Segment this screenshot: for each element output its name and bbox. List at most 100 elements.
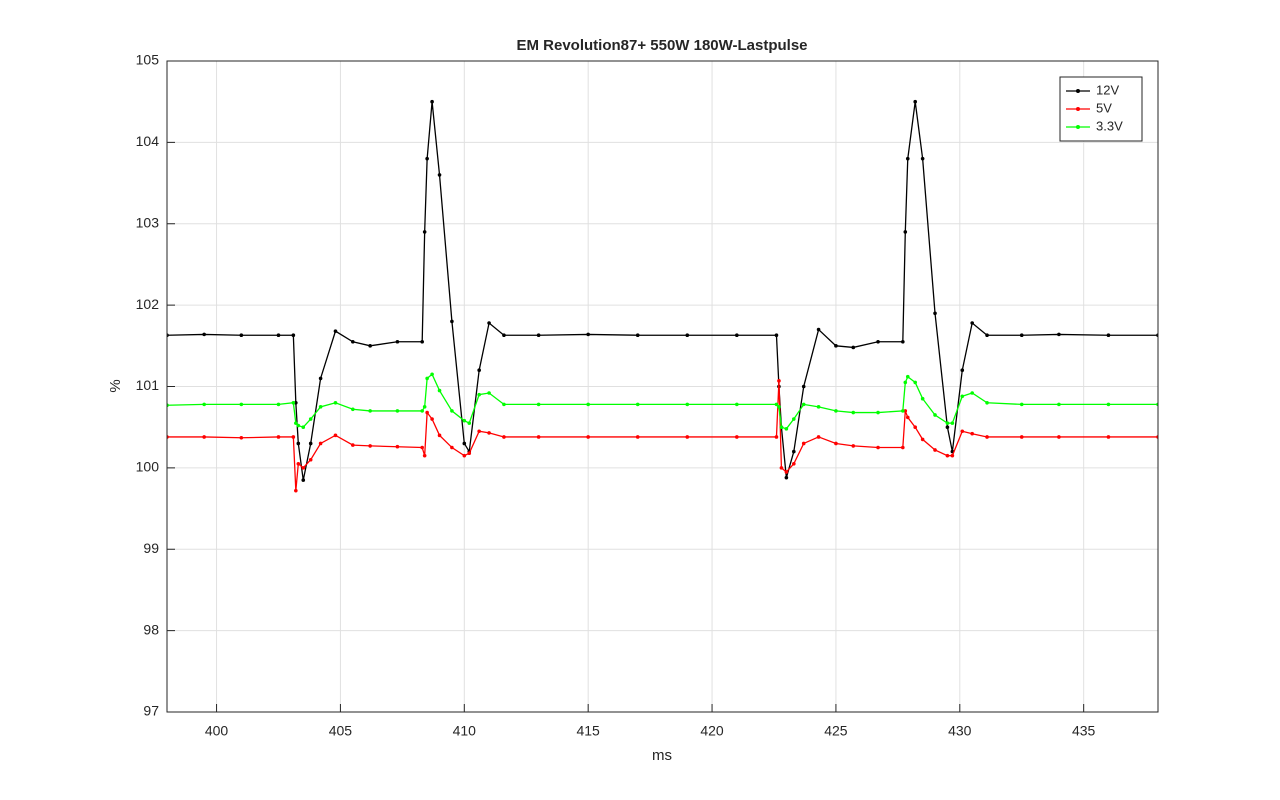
data-point (1106, 402, 1111, 407)
y-tick-label: 99 (143, 540, 159, 556)
data-point (985, 400, 989, 405)
y-tick-label: 97 (143, 703, 159, 719)
data-point (467, 421, 472, 425)
y-tick-label: 105 (136, 52, 160, 68)
data-point (905, 415, 910, 420)
x-tick-label: 425 (824, 723, 848, 739)
data-point (901, 409, 905, 413)
data-point (420, 409, 424, 413)
data-point (239, 402, 244, 407)
data-point (294, 421, 298, 425)
data-point (202, 332, 206, 337)
data-point (318, 405, 323, 409)
data-point (202, 435, 206, 439)
data-point (970, 431, 974, 436)
data-point (784, 427, 789, 431)
data-point (462, 418, 467, 423)
data-point (792, 417, 796, 421)
data-point (985, 333, 989, 338)
data-point (333, 433, 338, 438)
data-point (970, 391, 974, 395)
data-point (368, 409, 372, 413)
data-point (903, 409, 908, 413)
data-point (685, 435, 690, 439)
data-point (450, 319, 454, 324)
data-point (950, 453, 955, 458)
data-point (502, 402, 506, 407)
data-point (462, 441, 467, 446)
x-tick-label: 405 (329, 723, 353, 739)
data-point (933, 448, 937, 452)
data-point (296, 462, 301, 466)
data-point (985, 435, 989, 439)
x-tick-label: 410 (453, 723, 477, 739)
data-point (308, 457, 313, 462)
data-point (586, 402, 590, 407)
data-point (784, 475, 789, 480)
data-point (422, 453, 427, 458)
data-point (1106, 333, 1111, 338)
data-point (851, 444, 856, 448)
data-point (395, 339, 400, 344)
data-point (368, 344, 372, 348)
data-point (920, 156, 925, 161)
data-point (368, 444, 372, 448)
data-point (333, 329, 338, 333)
legend-label: 12V (1096, 82, 1119, 97)
data-point (876, 339, 880, 344)
data-point (735, 402, 739, 407)
y-tick-label: 98 (143, 621, 159, 637)
y-tick-label: 101 (136, 377, 160, 393)
data-point (834, 441, 838, 446)
data-point (945, 453, 950, 458)
data-point (635, 333, 640, 338)
data-point (1057, 435, 1061, 439)
data-point (462, 453, 467, 458)
data-point (1057, 332, 1061, 337)
data-point (239, 435, 244, 440)
data-point (477, 392, 481, 397)
data-point (425, 410, 429, 415)
data-point (920, 396, 925, 401)
data-point (276, 333, 281, 338)
data-point (735, 333, 739, 338)
x-tick-label: 420 (700, 723, 724, 739)
data-point (420, 339, 424, 344)
data-point (913, 380, 918, 385)
data-point (276, 435, 281, 439)
data-point (586, 435, 590, 439)
data-point (784, 470, 789, 474)
data-point (536, 333, 541, 338)
data-point (777, 379, 781, 383)
x-tick-label: 400 (205, 723, 229, 739)
data-point (945, 425, 950, 429)
data-point (318, 376, 323, 381)
data-point (635, 402, 640, 407)
data-point (294, 400, 298, 405)
plot-frame (166, 60, 1159, 713)
data-point (1019, 333, 1024, 338)
data-point (851, 410, 856, 415)
data-point (816, 327, 821, 332)
data-point (950, 421, 955, 425)
data-point (876, 410, 880, 415)
data-point (945, 421, 950, 425)
x-tick-label: 430 (948, 723, 972, 739)
data-point (437, 388, 442, 393)
data-point (851, 345, 856, 350)
data-point (801, 441, 806, 446)
data-point (301, 478, 306, 482)
data-point (430, 417, 434, 421)
data-point (1057, 402, 1061, 407)
data-point (202, 402, 206, 407)
data-point (834, 409, 838, 413)
data-point (960, 429, 965, 434)
legend-label: 5V (1096, 100, 1112, 115)
x-axis-label: ms (652, 747, 672, 764)
data-point (437, 173, 442, 177)
data-point (467, 451, 472, 456)
x-tick-label: 435 (1072, 723, 1096, 739)
data-point (933, 413, 937, 417)
data-point (301, 466, 306, 470)
